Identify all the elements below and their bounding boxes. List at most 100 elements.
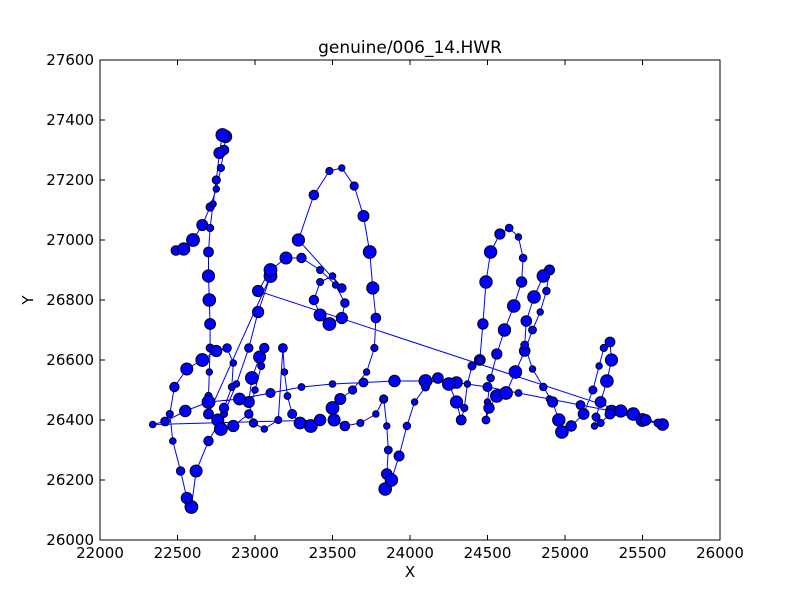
data-point: [393, 450, 405, 462]
data-point: [542, 286, 551, 296]
x-tick-label: 25500: [619, 544, 667, 562]
data-point: [491, 348, 503, 360]
data-point: [177, 242, 191, 256]
x-tick-label: 22500: [154, 544, 202, 562]
data-point: [274, 416, 283, 424]
data-point: [575, 400, 586, 410]
data-point: [348, 385, 358, 395]
data-point: [442, 377, 456, 391]
y-tick-label: 27000: [46, 231, 94, 249]
x-tick-label: 25000: [541, 544, 589, 562]
data-point: [384, 473, 399, 487]
data-point: [160, 416, 171, 427]
data-point: [588, 385, 598, 395]
data-point: [325, 401, 340, 415]
data-point: [175, 466, 186, 476]
data-point: [328, 272, 337, 280]
data-point: [475, 355, 485, 365]
data-point: [639, 414, 652, 426]
series-stroke-s: [577, 336, 663, 430]
y-tick-label: 27400: [46, 111, 94, 129]
data-point: [203, 246, 214, 258]
x-axis-label: X: [405, 563, 415, 581]
data-point: [536, 269, 550, 283]
data-point: [565, 420, 577, 432]
data-point: [186, 233, 200, 247]
data-point: [334, 393, 347, 405]
series-stroke-n: [378, 354, 486, 496]
data-point: [227, 419, 240, 433]
data-point: [206, 223, 215, 233]
data-point: [210, 344, 223, 358]
data-point: [504, 223, 514, 233]
chart-title: genuine/006_14.HWR: [318, 38, 502, 58]
data-point: [528, 325, 537, 335]
data-point: [547, 396, 559, 408]
data-point: [518, 253, 528, 263]
data-point: [536, 308, 544, 316]
series-stroke-c: [499, 264, 588, 439]
data-point: [169, 381, 180, 393]
data-point: [596, 418, 605, 428]
data-point: [514, 389, 523, 397]
data-point: [479, 275, 493, 289]
x-tick-label: 23000: [231, 544, 279, 562]
data-point: [402, 421, 412, 431]
data-point: [215, 128, 230, 142]
y-tick-label: 26800: [46, 291, 94, 309]
data-point: [280, 368, 289, 376]
y-tick-label: 26000: [46, 531, 94, 549]
data-point: [421, 382, 430, 392]
data-point: [552, 413, 566, 427]
data-point: [432, 372, 444, 384]
data-point: [204, 318, 217, 330]
x-tick-label: 22000: [76, 544, 124, 562]
data-point: [340, 298, 350, 308]
data-point: [577, 408, 590, 420]
data-point: [257, 362, 266, 370]
data-point: [148, 420, 157, 429]
data-point: [483, 402, 495, 414]
data-point: [316, 278, 325, 286]
data-point: [202, 293, 217, 307]
data-point: [328, 380, 337, 388]
data-point: [497, 323, 512, 337]
data-point: [189, 464, 203, 478]
data-point: [595, 362, 603, 370]
data-point: [527, 290, 541, 304]
data-point: [211, 175, 221, 185]
data-point: [201, 269, 216, 283]
data-point: [203, 408, 214, 420]
data-point: [339, 420, 351, 432]
data-point: [514, 233, 523, 241]
data-point: [205, 368, 214, 376]
data-point: [614, 404, 628, 418]
data-point: [327, 413, 341, 427]
y-tick-label: 26600: [46, 351, 94, 369]
data-point: [515, 276, 528, 288]
data-point: [528, 365, 537, 373]
data-point: [179, 404, 192, 418]
data-layer: [148, 128, 669, 514]
data-point: [460, 403, 469, 413]
y-axis-label: Y: [19, 295, 37, 306]
data-point: [233, 392, 246, 406]
data-point: [263, 263, 278, 277]
data-point: [244, 343, 254, 353]
data-point: [383, 445, 393, 455]
data-point: [410, 398, 419, 406]
data-point: [366, 281, 380, 295]
data-point: [604, 336, 616, 348]
data-point: [508, 365, 523, 379]
data-point: [357, 210, 370, 222]
data-point: [379, 394, 388, 404]
data-point: [449, 395, 464, 409]
data-point: [308, 189, 320, 201]
data-point: [520, 315, 533, 327]
data-point: [165, 410, 174, 418]
data-point: [370, 312, 382, 324]
series-stroke-1: [170, 128, 233, 420]
data-point: [539, 382, 548, 392]
data-point: [337, 283, 347, 293]
data-point: [308, 294, 320, 306]
